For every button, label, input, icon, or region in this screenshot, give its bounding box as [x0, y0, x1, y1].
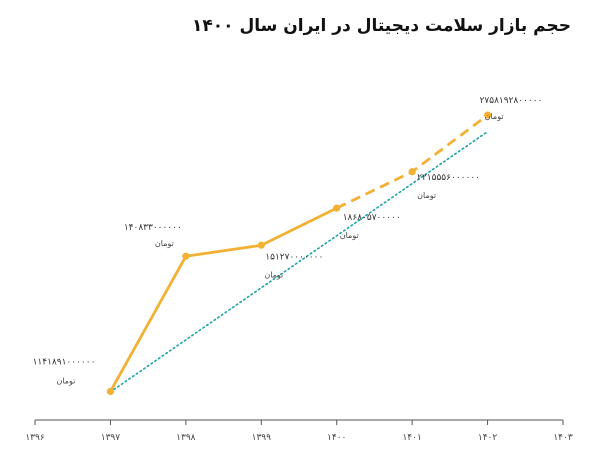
point-marker-1397	[106, 387, 115, 396]
value-label-1401: ۲۲۱۵۵۵۶۰۰۰۰۰۰	[417, 173, 480, 183]
x-tick-label-3: ۱۳۹۹	[252, 433, 272, 443]
value-label-1402: ۲۷۵۸۱۹۲۸۰۰۰۰۰	[480, 96, 543, 106]
value-label-1398: ۱۴۰۸۳۳۰۰۰۰۰۰	[124, 223, 182, 233]
series-line-solid	[109, 206, 339, 393]
unit-label-1399: تومان	[264, 270, 283, 279]
series-line-dotted	[109, 130, 489, 393]
point-marker-1399	[257, 241, 265, 249]
unit-label-1398: تومان	[155, 239, 174, 248]
value-label-1400: ۱۸۶۸۰۵۷۰۰۰۰۰	[343, 213, 401, 223]
x-tick-label-7: ۱۴۰۳	[553, 433, 573, 443]
x-tick-label-2: ۱۳۹۸	[176, 433, 196, 443]
point-marker-1398	[182, 252, 190, 260]
point-marker-1402	[483, 111, 492, 119]
chart-title: حجم بازار سلامت دیجیتال در ایران سال ۱۴۰…	[192, 16, 571, 36]
unit-label-1400: تومان	[340, 231, 359, 240]
point-marker-1401	[408, 168, 416, 176]
unit-label-1397: تومان	[56, 376, 75, 385]
series-line-dashed	[336, 113, 489, 210]
value-label-1397: ۱۱۴۱۸۹۱۰۰۰۰۰۰	[33, 357, 96, 367]
x-tick-label-6: ۱۴۰۲	[478, 433, 498, 443]
x-tick-label-0: ۱۳۹۶	[25, 433, 45, 443]
x-tick-label-4: ۱۴۰۰	[327, 433, 346, 443]
unit-label-1402: تومان	[485, 112, 504, 121]
x-tick-label-5: ۱۴۰۱	[402, 433, 421, 443]
value-label-1399: ۱۵۱۲۷۰۰۰۰۰۰۰	[265, 252, 323, 262]
point-marker-1400	[333, 204, 341, 212]
x-tick-label-1: ۱۳۹۷	[101, 433, 121, 443]
unit-label-1401: تومان	[417, 191, 436, 200]
